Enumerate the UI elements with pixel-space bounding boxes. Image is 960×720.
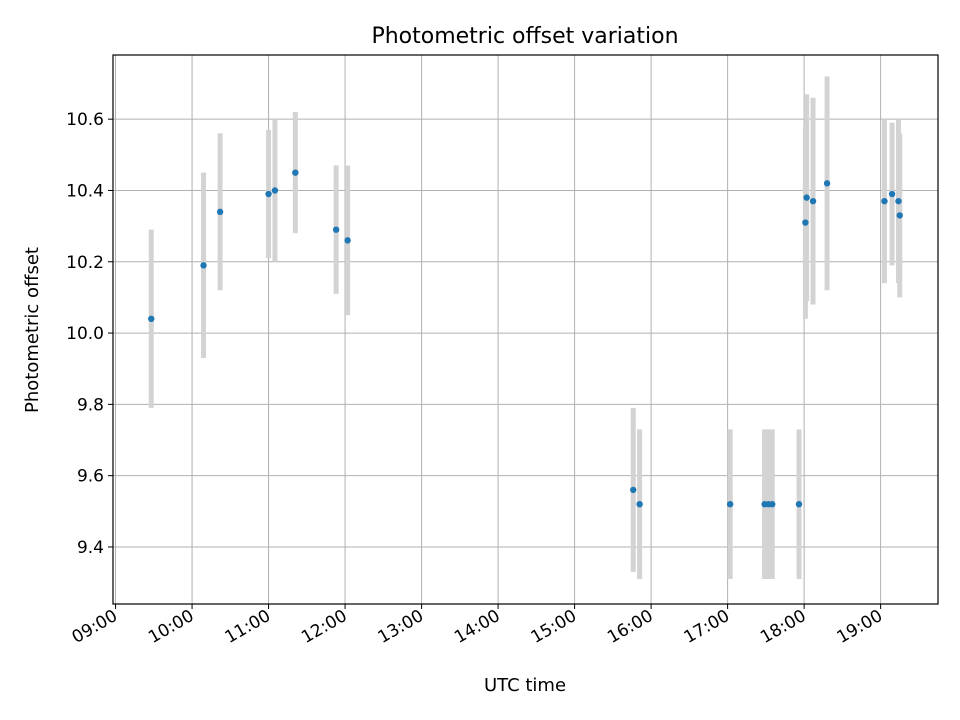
data-point: [271, 187, 279, 194]
data-point: [630, 486, 637, 494]
data-point: [803, 194, 810, 201]
data-point: [216, 208, 224, 216]
data-point: [332, 226, 340, 233]
data-point: [344, 237, 351, 244]
data-point: [265, 190, 272, 198]
data-point: [896, 212, 903, 219]
data-point: [148, 315, 155, 323]
y-tick-label: 9.4: [77, 538, 104, 558]
data-point: [888, 190, 896, 198]
plot-frame: [112, 54, 939, 605]
data-point: [726, 500, 734, 508]
y-tick-label: 10.0: [66, 324, 104, 344]
data-point: [823, 180, 831, 187]
data-point: [895, 197, 902, 205]
y-tick-label: 10.4: [66, 181, 104, 201]
data-point: [809, 197, 817, 205]
data-point: [881, 197, 888, 205]
data-point: [636, 500, 643, 508]
data-point: [200, 262, 207, 269]
y-axis: 9.4 9.6 9.8 10.0 10.2 10.4 10.6: [66, 110, 113, 558]
data-points: [148, 169, 903, 508]
x-axis-label: UTC time: [484, 675, 566, 696]
y-tick-label: 10.2: [66, 253, 104, 273]
data-point: [769, 500, 776, 508]
y-axis-label: Photometric offset: [22, 247, 43, 413]
data-point: [802, 219, 809, 226]
y-tick-label: 9.6: [77, 467, 104, 487]
data-point: [795, 500, 803, 508]
y-tick-label: 9.8: [77, 395, 104, 415]
data-point: [292, 169, 299, 176]
chart-title: Photometric offset variation: [371, 24, 678, 49]
y-tick-label: 10.6: [66, 110, 104, 130]
